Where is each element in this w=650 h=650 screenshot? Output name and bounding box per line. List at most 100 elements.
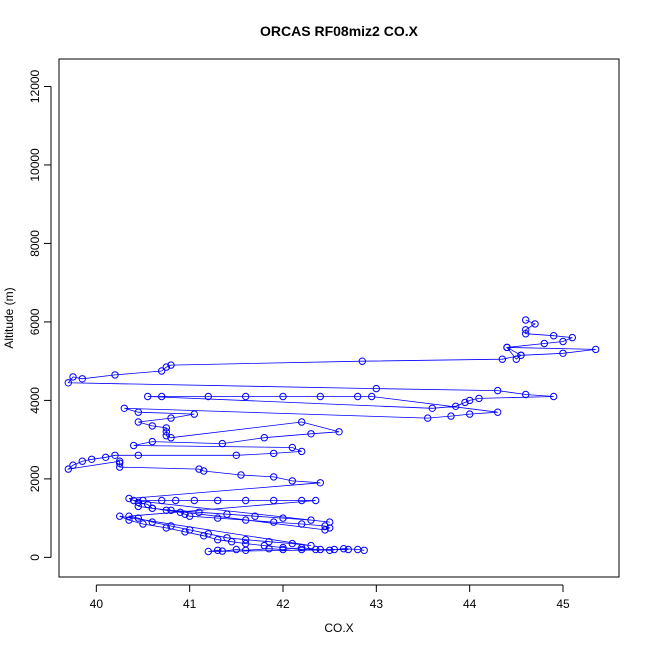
data-point [125, 494, 133, 503]
data-point [358, 357, 366, 365]
chart-title: ORCAS RF08miz2 CO.X [260, 23, 419, 39]
data-point [316, 545, 324, 554]
data-point [134, 502, 143, 511]
x-tick-label: 40 [90, 597, 104, 611]
y-tick-label: 2000 [28, 465, 42, 492]
data-point [214, 546, 222, 554]
data-point [270, 449, 278, 458]
data-point [447, 412, 455, 420]
data-point [139, 520, 147, 528]
y-tick-label: 10000 [28, 148, 42, 182]
data-point [307, 541, 315, 550]
data-point [316, 479, 324, 487]
data-point [204, 392, 213, 401]
data-point [452, 402, 460, 410]
data-point [260, 434, 268, 442]
data-point [200, 467, 208, 475]
data-point [372, 384, 380, 393]
data-point [195, 508, 203, 516]
data-point [298, 418, 306, 426]
data-point [214, 496, 222, 505]
data-point [531, 320, 539, 328]
data-point [78, 457, 87, 465]
data-point [172, 496, 180, 505]
data-point [298, 545, 306, 554]
data-point [503, 343, 511, 352]
data-point [162, 524, 171, 532]
y-axis-label: Altitude (m) [2, 287, 16, 348]
data-point [270, 496, 278, 505]
x-tick-label: 43 [370, 597, 384, 611]
data-point [102, 453, 110, 461]
data-point [312, 496, 320, 505]
data-point [559, 337, 567, 346]
data-point [111, 451, 119, 459]
data-point [88, 455, 96, 463]
data-point [242, 496, 250, 505]
data-point [368, 392, 376, 401]
data-point [167, 522, 175, 530]
data-point [116, 463, 124, 471]
data-point [279, 545, 287, 554]
data-point [162, 428, 171, 436]
data-point [144, 392, 152, 401]
x-tick-label: 42 [276, 597, 290, 611]
data-point [214, 536, 222, 544]
data-point [265, 538, 273, 546]
data-point [158, 496, 166, 505]
data-point [130, 441, 138, 450]
data-point [428, 404, 436, 412]
data-point [148, 437, 157, 446]
x-tick-label: 44 [463, 597, 477, 611]
data-point [148, 504, 157, 512]
data-point [466, 410, 474, 418]
data-point [316, 392, 324, 401]
data-point [223, 510, 231, 518]
data-point [232, 545, 241, 554]
data-point [218, 547, 227, 555]
data-point [167, 361, 175, 369]
plot-area [64, 316, 600, 556]
data-point [125, 516, 133, 524]
data-point [360, 546, 368, 554]
data-point [288, 443, 296, 452]
data-point [326, 518, 334, 526]
data-point [134, 514, 143, 522]
data-point [214, 514, 222, 522]
data-point [223, 534, 231, 542]
x-tick-label: 45 [556, 597, 570, 611]
data-point [148, 422, 157, 430]
data-point [298, 543, 306, 552]
data-point [158, 367, 166, 375]
data-point [181, 510, 189, 518]
data-point [200, 532, 208, 540]
data-point [321, 522, 329, 530]
data-point [568, 333, 576, 342]
data-point [69, 373, 77, 381]
data-point [307, 516, 315, 524]
data-point [288, 477, 296, 485]
data-point [134, 418, 143, 426]
data-point [167, 434, 175, 442]
data-point [162, 424, 171, 432]
data-point [494, 386, 502, 395]
data-point [242, 536, 250, 544]
y-tick-label: 6000 [28, 308, 42, 335]
data-point [461, 398, 469, 407]
data-point [298, 447, 306, 456]
data-point [550, 392, 558, 401]
data-point [130, 496, 138, 505]
data-point [144, 500, 152, 509]
data-point [466, 396, 474, 405]
data-point [279, 543, 287, 552]
data-point [340, 545, 348, 553]
y-axis: 0 2000 4000 6000 8000 10000 12000 [28, 69, 52, 561]
data-point [139, 496, 147, 505]
data-point [218, 439, 227, 448]
y-tick-label: 12000 [28, 69, 42, 103]
data-point [559, 349, 567, 357]
data-point [265, 545, 273, 553]
data-point [344, 545, 352, 554]
data-point [204, 547, 213, 556]
